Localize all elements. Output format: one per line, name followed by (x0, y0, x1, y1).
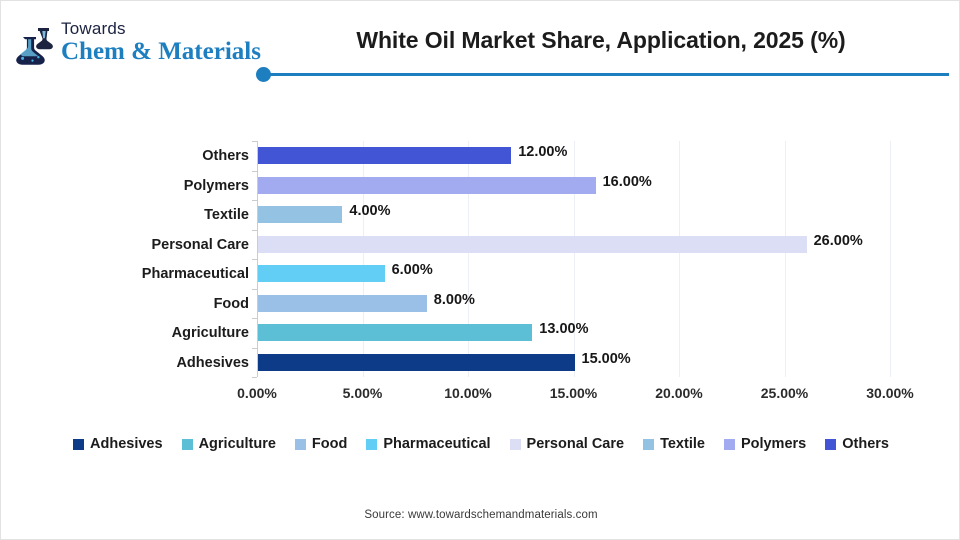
chart-legend: Adhesives Agriculture Food Pharmaceutical Pe… (31, 433, 931, 455)
brand-line-towards: Towards (61, 19, 126, 38)
legend-label: Others (842, 436, 889, 452)
legend-label: Food (311, 436, 348, 452)
bar-row: 4.00% (258, 200, 891, 230)
bar-row: 26.00% (258, 230, 891, 260)
legend-swatch (181, 438, 193, 450)
plot-area: 12.00% 16.00% 4.00% 26.00% 6.00% 8.00% 13.00% 1… (252, 141, 891, 378)
bar[interactable] (258, 324, 533, 341)
gridline (362, 141, 364, 377)
bar-row: 16.00% (258, 171, 891, 201)
legend-swatch (73, 438, 85, 450)
bar-value-label: 4.00% (349, 203, 391, 219)
legend-label: Personal Care (526, 436, 625, 452)
y-axis-tick (252, 170, 257, 172)
legend-item[interactable]: Adhesives (73, 436, 163, 452)
y-axis-tick (252, 200, 257, 201)
y-axis-category-label: Polymers (183, 177, 249, 194)
bar[interactable] (258, 176, 596, 194)
legend-item[interactable]: Textile (643, 436, 705, 452)
bar-value-label: 12.00% (518, 144, 568, 160)
y-axis-tick (252, 288, 257, 290)
bar-row: 6.00% (258, 259, 891, 289)
legend-swatch (366, 438, 378, 450)
bar-row: 15.00% (258, 348, 891, 378)
bar-row: 12.00% (258, 141, 891, 171)
bar[interactable] (258, 265, 385, 282)
brand-line-chem-materials: Chem & Materials (61, 38, 261, 65)
page-title: White Oil Market Share, Application, 202… (356, 27, 846, 53)
y-axis-category-label: Food (213, 295, 249, 312)
bar-value-label: 6.00% (391, 262, 433, 278)
x-axis-tick-label: 5.00% (342, 385, 383, 401)
y-axis-category-label: Adhesives (176, 354, 249, 371)
gridline (573, 141, 575, 377)
x-axis-tick-label: 30.00% (866, 385, 914, 401)
bar[interactable] (258, 206, 343, 223)
bar-row: 13.00% (258, 318, 891, 348)
bar-value-label: 26.00% (813, 232, 863, 249)
legend-item[interactable]: Pharmaceutical (366, 436, 491, 452)
y-axis-category-label: Personal Care (151, 236, 249, 253)
bar-value-label: 16.00% (602, 173, 652, 190)
gridline (890, 141, 891, 377)
y-axis-line (257, 141, 258, 377)
flask-icon (13, 25, 57, 67)
legend-label: Pharmaceutical (383, 436, 491, 452)
y-axis-category-label: Pharmaceutical (141, 266, 249, 282)
bar[interactable] (258, 147, 512, 164)
y-axis-category-label: Textile (204, 207, 249, 223)
bar-value-label: 8.00% (433, 291, 475, 308)
bar-value-label: 15.00% (581, 350, 631, 367)
legend-label: Textile (660, 436, 705, 452)
source-caption: Source: www.towardschemandmaterials.com (364, 509, 598, 521)
legend-item[interactable]: Others (825, 436, 889, 452)
y-axis-tick (252, 318, 257, 319)
legend-item[interactable]: Personal Care (509, 436, 625, 452)
y-axis-labels: Others Polymers Textile Personal Care Pharma… (61, 141, 249, 377)
x-axis-tick-label: 0.00% (237, 385, 277, 401)
gridline (468, 141, 469, 377)
legend-label: Agriculture (198, 436, 276, 452)
x-axis-tick-label: 25.00% (760, 385, 809, 401)
legend-label: Adhesives (90, 436, 163, 452)
y-axis-tick (252, 141, 257, 142)
y-axis-tick (252, 347, 257, 349)
bar[interactable] (258, 353, 575, 371)
brand-wordmark: Towards Chem & Materials (61, 19, 271, 71)
x-axis-labels: 0.00% 5.00% 10.00% 15.00% 20.00% 25.00% 30.00% (237, 385, 914, 405)
x-axis-tick-label: 15.00% (549, 385, 598, 401)
y-axis-category-label: Agriculture (171, 325, 249, 341)
accent-dot (256, 67, 271, 82)
legend-swatch (509, 438, 521, 450)
legend-item[interactable]: Food (294, 436, 348, 452)
bar[interactable] (258, 294, 427, 312)
y-axis-category-label: Others (202, 148, 249, 164)
brand-logo: Towards Chem & Materials (13, 19, 263, 71)
bar[interactable] (258, 235, 807, 253)
gridline (784, 141, 786, 377)
legend-item[interactable]: Agriculture (181, 436, 276, 452)
bar-value-label: 13.00% (539, 321, 589, 337)
gridline (679, 141, 680, 377)
x-axis-tick-label: 10.00% (444, 385, 492, 401)
legend-swatch (723, 438, 735, 450)
y-axis-tick (252, 229, 257, 231)
y-axis-tick (252, 377, 257, 378)
legend-item[interactable]: Polymers (723, 436, 807, 452)
legend-label: Polymers (740, 436, 807, 452)
y-axis-tick (252, 259, 257, 260)
legend-swatch (825, 438, 837, 450)
accent-rule (257, 73, 949, 76)
bar-row: 8.00% (258, 289, 891, 319)
x-axis-tick-label: 20.00% (655, 385, 703, 401)
legend-swatch (643, 438, 655, 450)
legend-swatch (294, 438, 306, 450)
